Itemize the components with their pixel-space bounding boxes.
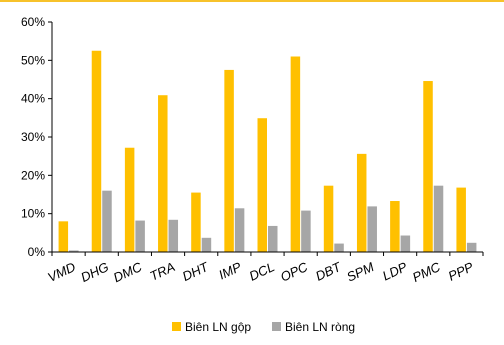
x-category-label: VMD [45, 259, 78, 285]
x-category-label: IMP [216, 259, 244, 283]
bar-gross-margin-ppp [456, 188, 466, 252]
y-tick-label: 30% [21, 130, 45, 144]
bar-gross-margin-imp [224, 70, 234, 252]
bar-net-margin-tra [169, 220, 179, 252]
legend-swatch [172, 322, 181, 331]
legend-swatch [272, 322, 281, 331]
x-category-label: LDP [380, 259, 410, 283]
x-category-label: SPM [344, 259, 376, 285]
bar-gross-margin-opc [291, 57, 301, 253]
x-category-label: DMC [111, 259, 145, 285]
bar-gross-margin-dbt [324, 186, 334, 252]
bar-gross-margin-spm [357, 154, 367, 252]
bar-net-margin-opc [301, 211, 311, 252]
x-category-label: TRA [147, 259, 177, 284]
bar-net-margin-dhg [102, 191, 112, 252]
y-tick-label: 60% [21, 15, 45, 29]
x-category-label: PMC [410, 259, 443, 285]
bar-net-margin-ppp [467, 243, 477, 252]
bars [59, 51, 477, 252]
x-category-label: DHT [180, 259, 212, 284]
x-axis-categories: VMD DHG DMC TRA DHT IMP DCL OPC DBT SPM LDP PMC PPP [45, 252, 483, 285]
bar-gross-margin-dht [191, 193, 201, 252]
bar-net-margin-dcl [268, 226, 278, 252]
bar-gross-margin-vmd [59, 221, 68, 252]
y-tick-label: 50% [21, 53, 45, 67]
bar-net-margin-imp [235, 208, 245, 252]
bar-gross-margin-dhg [92, 51, 102, 252]
x-category-label: DHG [78, 259, 111, 285]
bar-net-margin-spm [367, 206, 377, 252]
bar-gross-margin-pmc [423, 81, 433, 252]
bar-net-margin-dmc [135, 221, 145, 252]
y-tick-label: 0% [28, 245, 46, 259]
bar-net-margin-dht [202, 238, 212, 252]
bar-net-margin-pmc [434, 186, 444, 252]
y-tick-label: 40% [21, 92, 45, 106]
legend-label: Biên LN ròng [285, 320, 355, 334]
x-category-label: OPC [278, 259, 310, 285]
bar-gross-margin-dcl [258, 118, 268, 252]
y-axis: 0% 10% 20% 30% 40% 50% 60% [21, 15, 52, 259]
bar-gross-margin-tra [158, 95, 168, 252]
bar-gross-margin-ldp [390, 201, 400, 252]
x-category-label: PPP [446, 259, 476, 284]
bar-net-margin-ldp [401, 236, 411, 252]
legend: Biên LN gộp Biên LN ròng [172, 320, 355, 334]
bar-net-margin-dbt [334, 244, 344, 252]
y-tick-label: 10% [21, 207, 45, 221]
bar-gross-margin-dmc [125, 148, 135, 252]
y-tick-label: 20% [21, 168, 45, 182]
x-category-label: DCL [247, 259, 277, 284]
legend-label: Biên LN gộp [185, 320, 251, 334]
x-category-label: DBT [313, 259, 344, 284]
